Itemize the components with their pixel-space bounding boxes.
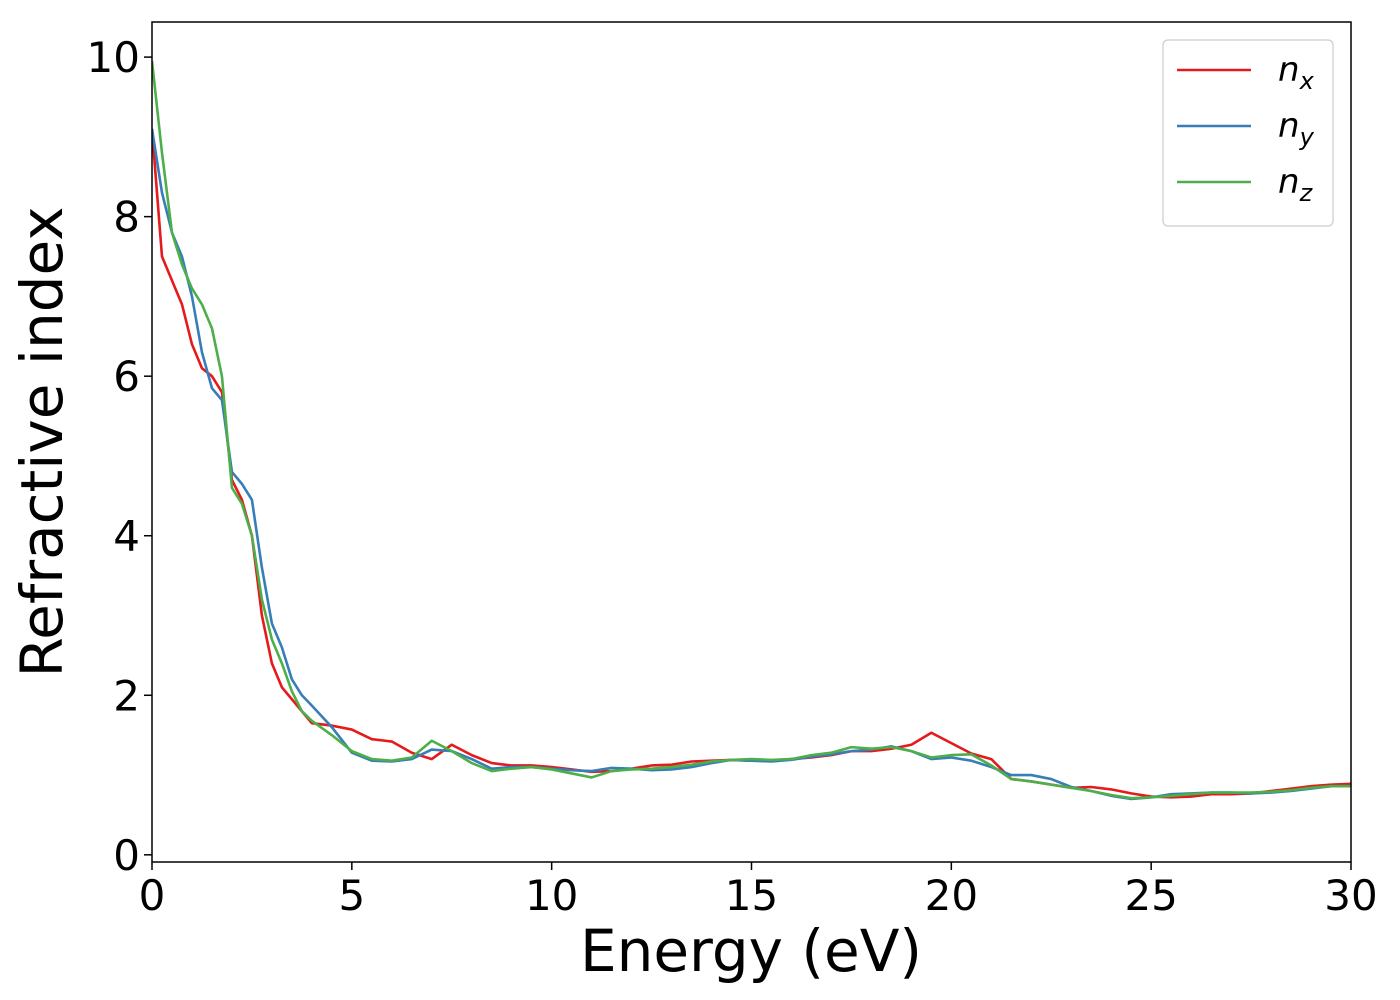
x-tick-label: 30	[1324, 871, 1377, 920]
data-line	[152, 60, 1351, 800]
y-tick-label: 2	[113, 671, 140, 720]
x-tick-label: 15	[725, 871, 778, 920]
data-line	[152, 128, 1351, 799]
x-tick-label: 5	[338, 871, 365, 920]
legend-box	[1162, 39, 1334, 227]
x-tick-label: 20	[925, 871, 978, 920]
y-tick-label: 4	[113, 512, 140, 561]
y-tick-label: 8	[113, 193, 140, 242]
x-axis-label: Energy (eV)	[580, 917, 922, 985]
plot-frame	[151, 21, 1352, 863]
x-tick-label: 25	[1124, 871, 1177, 920]
x-tick-label: 0	[139, 871, 166, 920]
legend-label: ny	[1278, 106, 1315, 151]
legend-label: nx	[1278, 50, 1315, 95]
legend-label: nz	[1278, 162, 1314, 207]
x-tick-label: 10	[525, 871, 578, 920]
y-tick-label: 6	[113, 352, 140, 401]
data-line	[152, 128, 1351, 801]
y-tick-label: 0	[113, 831, 140, 880]
y-tick-label: 10	[87, 33, 140, 82]
y-axis-label: Refractive index	[8, 206, 76, 677]
